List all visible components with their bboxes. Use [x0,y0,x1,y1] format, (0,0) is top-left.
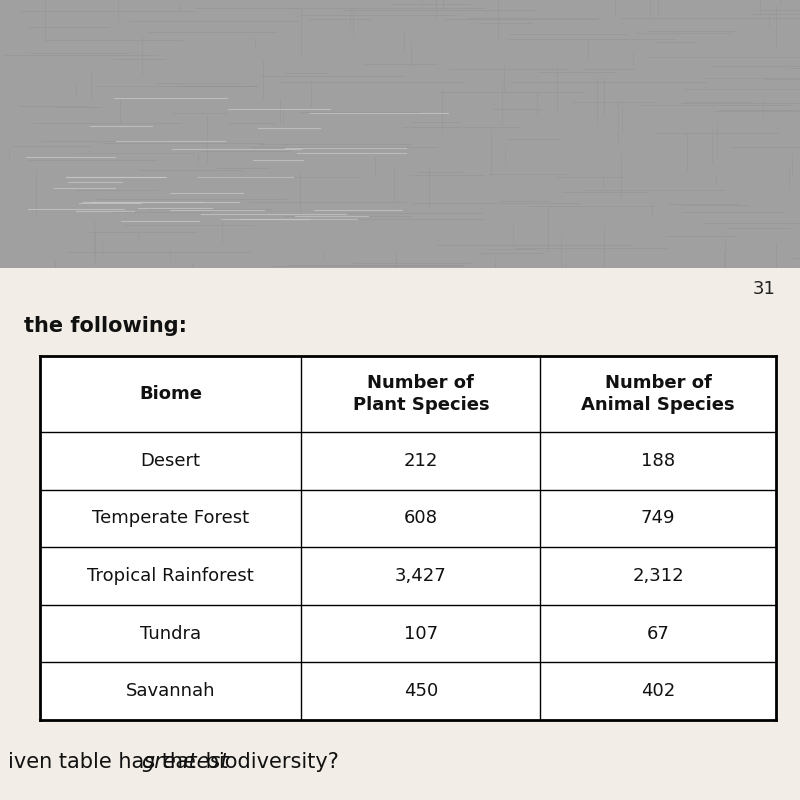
Text: Number of
Animal Species: Number of Animal Species [582,374,735,414]
Text: 67: 67 [647,625,670,642]
Bar [40,356,302,432]
Text: 450: 450 [404,682,438,700]
Bar [40,432,302,490]
Bar [40,490,302,547]
Text: 31: 31 [753,280,776,298]
Bar [0,268,800,800]
Text: Biome: Biome [139,385,202,403]
Bar [40,662,302,720]
Bar [541,356,776,432]
Bar [302,547,541,605]
Text: Savannah: Savannah [126,682,215,700]
Text: Tropical Rainforest: Tropical Rainforest [87,567,254,585]
Text: Desert: Desert [141,452,201,470]
Bar [541,432,776,490]
Bar [302,662,541,720]
Bar [40,605,302,662]
Bar [541,605,776,662]
Text: the following:: the following: [24,316,187,336]
Bar [40,547,302,605]
Text: 402: 402 [641,682,675,700]
Text: Number of
Plant Species: Number of Plant Species [353,374,489,414]
Bar [541,547,776,605]
Bar [0,0,800,300]
Text: biodiversity?: biodiversity? [199,752,339,772]
Text: 107: 107 [404,625,438,642]
Text: Temperate Forest: Temperate Forest [92,510,250,527]
Bar [541,662,776,720]
Text: 212: 212 [404,452,438,470]
Bar [302,605,541,662]
Bar [302,490,541,547]
Text: 3,427: 3,427 [395,567,446,585]
Bar [302,356,541,432]
Text: 188: 188 [641,452,675,470]
Text: iven table has the: iven table has the [8,752,202,772]
Text: 608: 608 [404,510,438,527]
Text: 2,312: 2,312 [633,567,684,585]
Text: greatest: greatest [142,752,230,772]
Bar [541,490,776,547]
Bar [302,432,541,490]
Text: Tundra: Tundra [140,625,202,642]
Text: 749: 749 [641,510,675,527]
